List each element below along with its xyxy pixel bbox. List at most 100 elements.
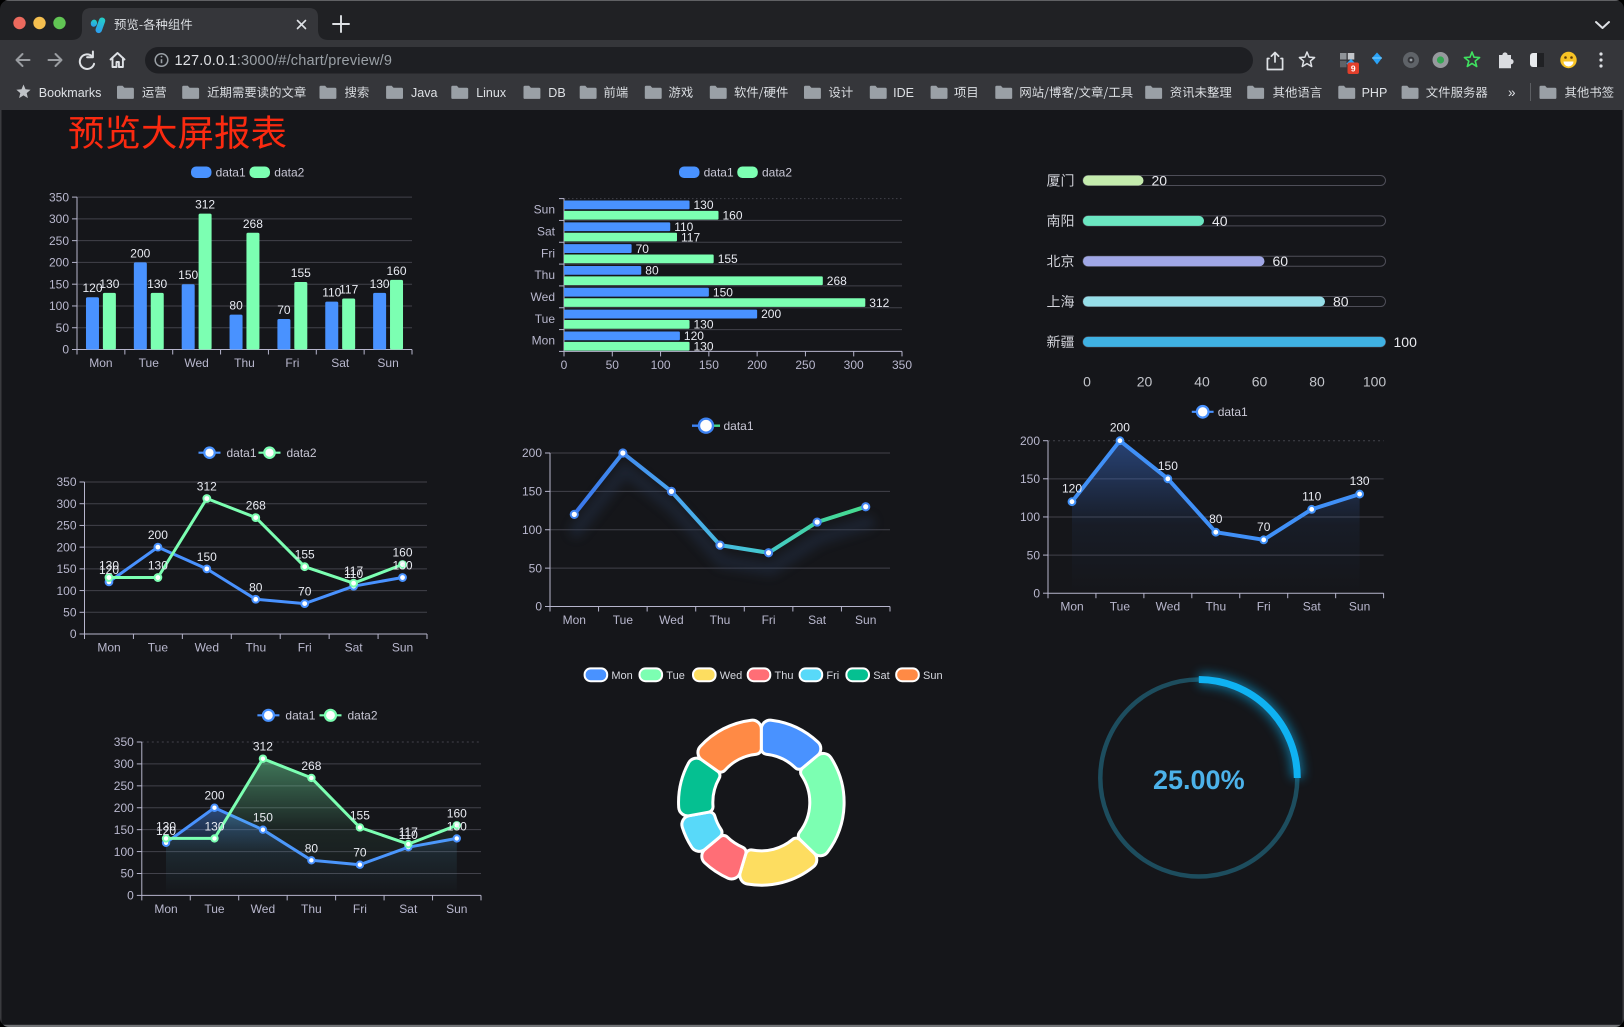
svg-text:Mon: Mon	[611, 670, 632, 682]
svg-text:data2: data2	[274, 165, 304, 179]
svg-text:110: 110	[344, 567, 363, 581]
svg-text:Linux: Linux	[476, 86, 507, 100]
svg-text:117: 117	[399, 825, 418, 839]
svg-text:127.0.0.1: 127.0.0.1	[175, 53, 237, 69]
svg-text:Sun: Sun	[446, 902, 467, 916]
svg-text:150: 150	[114, 823, 134, 837]
svg-text:130: 130	[392, 559, 412, 573]
svg-text:Mon: Mon	[97, 641, 120, 655]
svg-text::3000/#/chart/preview/9: :3000/#/chart/preview/9	[237, 53, 392, 69]
svg-text:100: 100	[1363, 374, 1387, 390]
svg-text:130: 130	[99, 277, 119, 291]
svg-text:160: 160	[447, 806, 467, 820]
svg-text:155: 155	[350, 809, 370, 823]
svg-text:0: 0	[1083, 374, 1091, 390]
svg-text:Thu: Thu	[245, 641, 266, 655]
svg-text:0: 0	[561, 358, 568, 372]
svg-text:200: 200	[522, 446, 542, 460]
svg-text:80: 80	[1209, 512, 1223, 526]
svg-text:Fri: Fri	[1257, 600, 1271, 614]
svg-text:70: 70	[298, 585, 312, 599]
svg-text:Sun: Sun	[1349, 600, 1370, 614]
svg-text:Sun: Sun	[392, 641, 413, 655]
svg-text:data1: data1	[704, 165, 734, 179]
svg-text:100: 100	[522, 523, 542, 537]
svg-text:80: 80	[249, 580, 263, 594]
svg-text:data1: data1	[216, 165, 246, 179]
svg-text:117: 117	[339, 283, 358, 297]
svg-text:70: 70	[1257, 520, 1271, 534]
svg-text:312: 312	[869, 296, 889, 310]
svg-text:300: 300	[56, 497, 76, 511]
svg-text:200: 200	[49, 256, 69, 270]
svg-text:110: 110	[674, 220, 693, 234]
svg-text:350: 350	[892, 358, 912, 372]
svg-text:Mon: Mon	[154, 902, 177, 916]
svg-text:268: 268	[243, 217, 263, 231]
svg-text:130: 130	[694, 339, 714, 353]
svg-text:80: 80	[645, 264, 659, 278]
svg-text:0: 0	[70, 627, 77, 641]
svg-text:20: 20	[1152, 173, 1168, 189]
svg-text:130: 130	[1350, 474, 1370, 488]
svg-text:120: 120	[156, 824, 176, 838]
svg-text:Fri: Fri	[285, 356, 299, 370]
svg-text:IDE: IDE	[893, 86, 914, 100]
svg-text:50: 50	[1027, 548, 1041, 562]
svg-text:50: 50	[606, 358, 620, 372]
svg-text:20: 20	[1137, 374, 1153, 390]
svg-text:160: 160	[392, 546, 412, 560]
svg-text:200: 200	[747, 358, 767, 372]
svg-text:120: 120	[684, 329, 704, 343]
svg-text:130: 130	[370, 277, 390, 291]
svg-text:312: 312	[197, 480, 217, 494]
svg-text:»: »	[1508, 85, 1516, 100]
svg-text:120: 120	[82, 281, 102, 295]
svg-text:150: 150	[699, 358, 719, 372]
svg-text:Wed: Wed	[659, 613, 683, 627]
svg-text:9: 9	[1351, 64, 1356, 74]
svg-text:Thu: Thu	[301, 902, 322, 916]
svg-text:268: 268	[246, 499, 266, 513]
svg-text:200: 200	[56, 540, 76, 554]
svg-text:312: 312	[195, 198, 215, 212]
svg-text:Mon: Mon	[1060, 600, 1083, 614]
svg-text:data1: data1	[724, 419, 754, 433]
svg-text:117: 117	[681, 230, 700, 244]
svg-text:100: 100	[1020, 510, 1040, 524]
svg-text:Sun: Sun	[855, 613, 876, 627]
svg-text:60: 60	[1273, 253, 1289, 269]
svg-text:160: 160	[386, 264, 406, 278]
svg-text:70: 70	[353, 846, 367, 860]
svg-text:50: 50	[120, 867, 134, 881]
svg-text:Wed: Wed	[531, 290, 555, 304]
svg-text:Tue: Tue	[148, 641, 169, 655]
svg-text:300: 300	[844, 358, 864, 372]
svg-text:110: 110	[322, 286, 341, 300]
svg-text:120: 120	[1062, 482, 1082, 496]
svg-text:350: 350	[114, 735, 134, 749]
svg-text:Mon: Mon	[532, 334, 555, 348]
svg-text:200: 200	[204, 789, 224, 803]
svg-text:200: 200	[1110, 421, 1130, 435]
svg-text:0: 0	[535, 600, 542, 614]
svg-text:Sat: Sat	[399, 902, 418, 916]
svg-text:200: 200	[148, 528, 168, 542]
svg-text:200: 200	[114, 801, 134, 815]
svg-text:300: 300	[49, 212, 69, 226]
svg-text:130: 130	[147, 277, 167, 291]
svg-text:300: 300	[114, 757, 134, 771]
svg-text:data2: data2	[762, 165, 792, 179]
svg-text:data2: data2	[287, 446, 317, 460]
svg-text:Sun: Sun	[377, 356, 398, 370]
svg-text:350: 350	[49, 190, 69, 204]
svg-text:Thu: Thu	[710, 613, 731, 627]
svg-text:250: 250	[114, 779, 134, 793]
svg-text:50: 50	[56, 321, 70, 335]
svg-text:200: 200	[1020, 434, 1040, 448]
svg-text:250: 250	[56, 519, 76, 533]
svg-text:110: 110	[1302, 489, 1321, 503]
svg-text:Tue: Tue	[139, 356, 160, 370]
svg-text:160: 160	[723, 208, 743, 222]
svg-text:Sat: Sat	[873, 670, 890, 682]
